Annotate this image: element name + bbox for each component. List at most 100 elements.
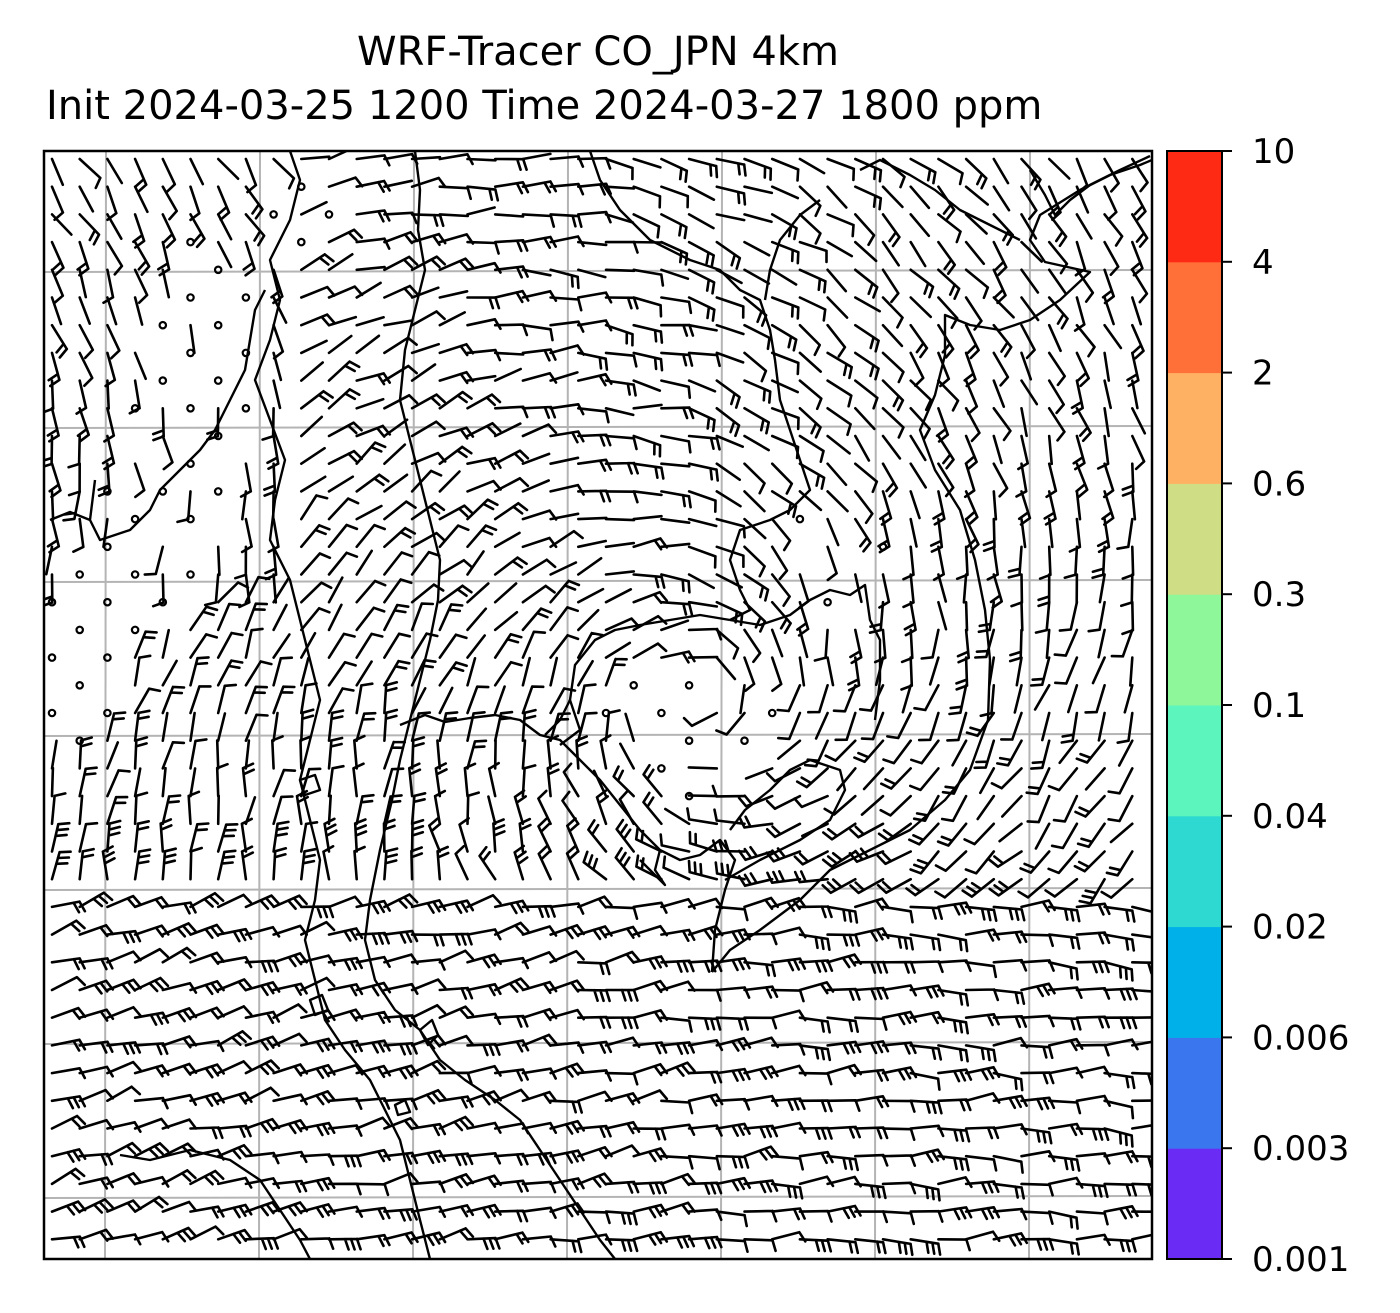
wind-barb bbox=[743, 268, 771, 285]
wind-barb bbox=[216, 185, 231, 221]
wind-barb bbox=[353, 734, 366, 770]
wind-barb bbox=[161, 1200, 198, 1213]
wind-barb bbox=[410, 550, 441, 576]
wind-barb bbox=[1047, 767, 1079, 792]
wind-barb bbox=[964, 323, 980, 360]
wind-barb bbox=[466, 240, 500, 255]
wind-barb bbox=[50, 296, 63, 326]
wind-barb bbox=[964, 157, 988, 190]
wind-barb bbox=[881, 323, 904, 348]
wind-barb bbox=[715, 905, 749, 922]
wind-barb bbox=[272, 1227, 308, 1241]
wind-barb bbox=[909, 434, 927, 462]
wind-barb bbox=[826, 933, 861, 947]
calm-circle bbox=[47, 597, 57, 607]
wind-barb bbox=[1075, 1210, 1109, 1226]
wind-barb bbox=[382, 818, 396, 853]
wind-barb bbox=[106, 1141, 142, 1158]
wind-barb bbox=[632, 403, 663, 410]
wind-barb bbox=[909, 462, 927, 489]
wind-barb bbox=[300, 155, 331, 161]
wind-barb bbox=[642, 763, 663, 798]
wind-barb bbox=[72, 517, 85, 553]
wind-barb bbox=[909, 1099, 943, 1115]
wind-barb bbox=[687, 794, 719, 798]
wind-barb bbox=[662, 855, 691, 881]
wind-barb bbox=[992, 1154, 1024, 1174]
wind-barb bbox=[795, 767, 829, 789]
wind-barb bbox=[50, 957, 86, 971]
wind-barb bbox=[660, 600, 694, 617]
wind-barb bbox=[912, 794, 940, 822]
wind-barb bbox=[410, 1059, 447, 1075]
wind-barb bbox=[1107, 767, 1134, 795]
wind-barb bbox=[660, 573, 691, 594]
wind-barb bbox=[1075, 902, 1111, 916]
wind-barb bbox=[854, 157, 883, 183]
calm-circle bbox=[158, 597, 168, 607]
wind-barb bbox=[854, 462, 879, 494]
wind-barb bbox=[549, 1202, 585, 1218]
wind-barb bbox=[216, 240, 233, 269]
wind-barb bbox=[936, 822, 968, 847]
wind-barb bbox=[493, 502, 529, 521]
calm-circle bbox=[158, 487, 168, 496]
wind-barb bbox=[1120, 573, 1134, 608]
wind-barb bbox=[660, 462, 691, 468]
wind-barb bbox=[78, 351, 94, 387]
wind-barb bbox=[1044, 877, 1079, 898]
wind-barb bbox=[715, 462, 741, 481]
wind-barb bbox=[962, 573, 968, 604]
wind-barb bbox=[604, 588, 633, 604]
wind-barb bbox=[826, 1154, 859, 1172]
wind-barb bbox=[50, 157, 65, 187]
wind-barb bbox=[1020, 240, 1043, 263]
wind-barb bbox=[78, 979, 115, 995]
wind-barb bbox=[577, 407, 610, 424]
wind-barb bbox=[466, 374, 497, 382]
wind-barb bbox=[826, 296, 849, 319]
wind-barb bbox=[687, 1235, 723, 1250]
wind-barb bbox=[743, 1179, 779, 1194]
wind-barb bbox=[383, 578, 413, 604]
wind-barb bbox=[854, 213, 876, 247]
wind-barb bbox=[521, 348, 557, 362]
wind-barb bbox=[1075, 960, 1110, 974]
wind-barb bbox=[854, 927, 890, 942]
colorbar-label: 4 bbox=[1252, 243, 1274, 283]
wind-barb bbox=[1020, 351, 1033, 381]
colorbar-segment bbox=[1167, 261, 1222, 374]
wind-barb bbox=[715, 157, 747, 177]
wind-barb bbox=[737, 846, 774, 862]
wind-barb bbox=[133, 654, 152, 687]
wind-barb bbox=[410, 363, 437, 382]
wind-barb bbox=[410, 658, 437, 687]
wind-barb bbox=[743, 351, 768, 383]
wind-barb bbox=[632, 185, 662, 209]
wind-barb bbox=[272, 296, 288, 324]
wind-barb bbox=[537, 844, 552, 881]
wind-barb bbox=[438, 470, 461, 493]
wind-barb bbox=[327, 388, 361, 410]
wind-barb bbox=[881, 1099, 916, 1113]
wind-barb bbox=[50, 213, 73, 236]
wind-barb bbox=[50, 919, 86, 936]
wind-barb bbox=[436, 845, 450, 881]
wind-barb bbox=[798, 490, 823, 512]
wind-barb bbox=[50, 240, 65, 277]
wind-barb bbox=[1017, 877, 1051, 899]
wind-barb bbox=[244, 981, 281, 997]
wind-barb bbox=[537, 789, 552, 826]
wind-barb bbox=[78, 1040, 114, 1054]
wind-barb bbox=[1015, 656, 1023, 687]
colorbar-label: 0.1 bbox=[1252, 686, 1306, 726]
wind-barb bbox=[513, 789, 527, 826]
wind-barb bbox=[632, 1231, 669, 1246]
wind-barb bbox=[216, 794, 220, 826]
wind-barb bbox=[937, 296, 959, 330]
wind-barb bbox=[521, 1067, 557, 1080]
wind-barb bbox=[466, 1090, 502, 1106]
wind-barb bbox=[383, 179, 414, 188]
wind-barb bbox=[300, 631, 317, 659]
wind-barb bbox=[549, 634, 580, 659]
